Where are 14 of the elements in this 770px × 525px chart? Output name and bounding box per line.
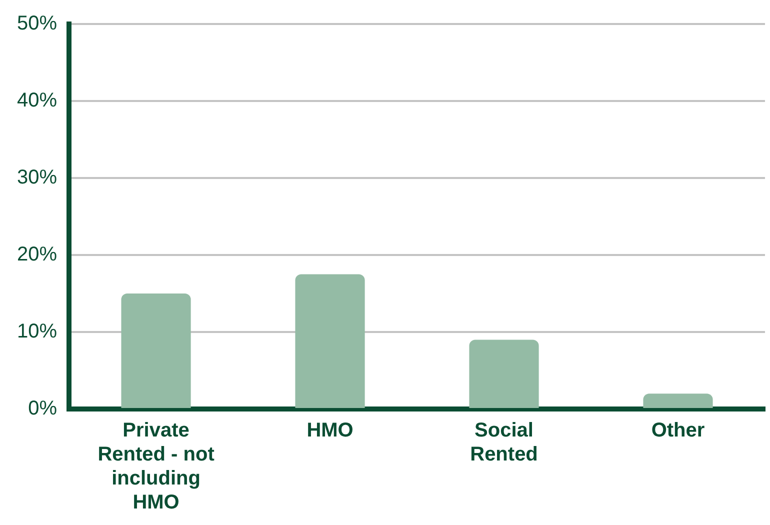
x-tick-label: HMO [306, 420, 354, 442]
y-tick-label: 50% [17, 12, 58, 35]
x-tick-label: Social Rented [470, 420, 538, 466]
bar [469, 340, 539, 408]
x-tick-label: Other [651, 420, 705, 442]
y-tick-label: 0% [28, 398, 58, 420]
y-tick-label: 10% [17, 320, 58, 343]
y-tick-label: 20% [17, 244, 58, 266]
bar [121, 294, 191, 408]
y-tick-label: 40% [17, 90, 58, 112]
bar [295, 274, 365, 408]
x-tick-label: Private Rented - not including HMO [98, 420, 215, 514]
y-tick-label: 30% [17, 166, 58, 189]
bar [643, 394, 713, 408]
